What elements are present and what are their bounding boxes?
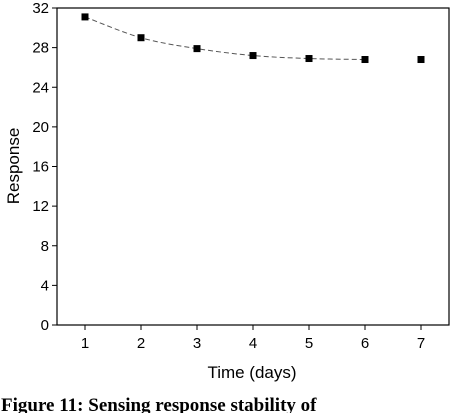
data-point: [305, 55, 313, 63]
x-axis-title: Time (days): [207, 363, 296, 382]
x-tick-label: 1: [81, 335, 89, 352]
y-tick-label: 24: [32, 79, 49, 96]
y-tick-label: 20: [32, 119, 49, 136]
x-tick-label: 7: [417, 335, 425, 352]
y-tick-label: 4: [41, 277, 49, 294]
y-tick-label: 0: [41, 317, 49, 334]
x-tick-label: 6: [361, 335, 369, 352]
y-tick-label: 32: [32, 0, 49, 17]
x-tick-label: 4: [249, 335, 257, 352]
y-tick-label: 28: [32, 40, 49, 57]
x-tick-label: 2: [137, 335, 145, 352]
data-point: [193, 45, 201, 53]
data-point: [249, 52, 257, 60]
y-tick-label: 8: [41, 238, 49, 255]
x-tick-label: 5: [305, 335, 313, 352]
y-tick-label: 16: [32, 159, 49, 176]
data-point: [361, 56, 369, 64]
data-point: [81, 13, 89, 21]
y-tick-label: 12: [32, 198, 49, 215]
fit-line: [84, 16, 366, 61]
x-tick-label: 3: [193, 335, 201, 352]
figure-caption: Figure 11: Sensing response stability of: [1, 395, 317, 413]
data-point: [137, 34, 145, 42]
y-axis-title: Response: [4, 128, 23, 205]
data-point: [417, 56, 425, 64]
